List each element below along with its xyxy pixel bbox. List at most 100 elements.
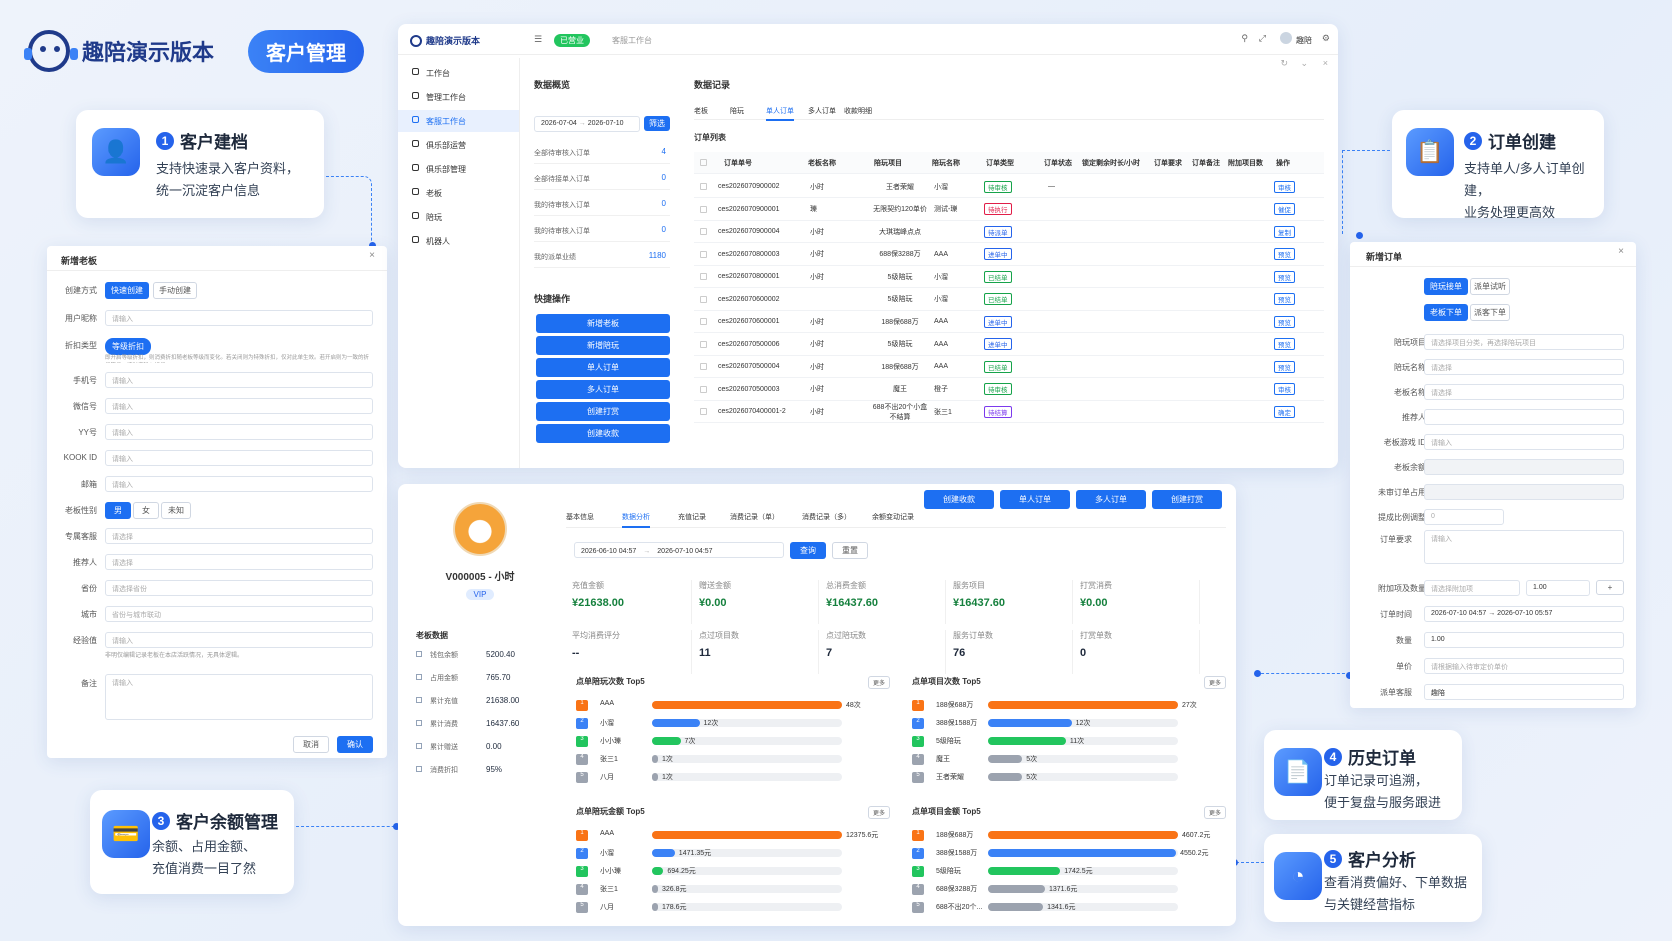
overview-item[interactable]: 全部待接单入订单 0 — [534, 168, 670, 190]
cs-select[interactable]: 请选择 — [105, 528, 373, 544]
exp-input[interactable]: 请输入 — [105, 632, 373, 648]
action-button[interactable]: 多人订单 — [1076, 490, 1146, 509]
extra-select[interactable]: 请选择附加项 — [1424, 580, 1520, 596]
tab-4[interactable]: 消费记录（多） — [802, 514, 851, 521]
sidebar-item[interactable]: 陪玩 — [398, 206, 519, 228]
row-action-button[interactable]: 复制 — [1274, 225, 1295, 238]
search-icon[interactable]: ⚲ — [1241, 33, 1248, 43]
cancel-button[interactable]: 取消 — [293, 736, 329, 753]
quick-button[interactable]: 新增陪玩 — [536, 336, 670, 355]
checkbox[interactable] — [700, 340, 707, 348]
manual-create-button[interactable]: 手动创建 — [153, 282, 197, 299]
checkbox[interactable] — [700, 363, 707, 370]
city-select[interactable]: 省份与城市联动 — [105, 606, 373, 622]
table-row[interactable]: ces2026070500003 小时 魔王 橙子 待审核 审核 — [694, 379, 1324, 401]
order-field[interactable] — [1424, 484, 1624, 500]
sidebar-item[interactable]: 工作台 — [398, 62, 519, 84]
order-field[interactable]: 请输入 — [1424, 434, 1624, 450]
tab-pw-order[interactable]: 陪玩接单 — [1424, 278, 1468, 295]
row-action-button[interactable]: 预览 — [1274, 248, 1295, 260]
table-row[interactable]: ces2026070800003 小时 688保3288万 AAA 进单中 预览 — [694, 244, 1324, 266]
nickname-input[interactable]: 请输入 — [105, 310, 373, 326]
price-input[interactable]: 请根据输入待审定价单价 — [1424, 658, 1624, 674]
gender-unknown[interactable]: 未知 — [161, 502, 191, 519]
wechat-input[interactable]: 请输入 — [105, 398, 373, 414]
tab-trial[interactable]: 派单试听 — [1470, 278, 1510, 295]
quick-button[interactable]: 多人订单 — [536, 380, 670, 399]
sidebar-item[interactable]: 俱乐部管理 — [398, 158, 519, 180]
tab-0[interactable]: 基本信息 — [566, 514, 594, 521]
discount-toggle[interactable]: 等级折扣 — [105, 338, 151, 355]
row-action-button[interactable]: 预览 — [1274, 315, 1295, 328]
phone-input[interactable]: 请输入 — [105, 372, 373, 388]
row-action-button[interactable]: 审核 — [1274, 180, 1295, 193]
checkbox[interactable] — [700, 318, 707, 325]
row-action-button[interactable]: 确定 — [1274, 405, 1295, 418]
row-action-button[interactable]: 预览 — [1274, 270, 1295, 283]
sidebar-item[interactable]: 老板 — [398, 182, 519, 204]
table-row[interactable]: ces2026070500006 小时 5级陪玩 AAA 进单中 预览 — [694, 334, 1324, 356]
confirm-button[interactable]: 确认 — [337, 736, 373, 753]
yy-input[interactable]: 请输入 — [105, 424, 373, 440]
sidebar-item[interactable]: 管理工作台 — [398, 86, 519, 108]
email-input[interactable]: 请输入 — [105, 476, 373, 492]
table-row[interactable]: ces2026070900004 小时 大琪瑞峰点点 待派单 复制 — [694, 221, 1324, 243]
checkbox[interactable] — [700, 385, 707, 393]
action-button[interactable]: 单人订单 — [1000, 490, 1070, 509]
table-row[interactable]: ces2026070900002 小时 王者荣耀 小溜 待审核 — 审核 — [694, 176, 1324, 198]
tab-0[interactable]: 老板 — [694, 108, 708, 115]
action-button[interactable]: 创建打赏 — [1152, 490, 1222, 509]
table-row[interactable]: ces2026070500004 小时 188保688万 AAA 已结单 预览 — [694, 356, 1324, 378]
overview-item[interactable]: 我的待审核入订单 0 — [534, 220, 670, 242]
checkbox[interactable] — [700, 205, 707, 213]
close-icon[interactable]: × — [1322, 58, 1328, 68]
quick-button[interactable]: 创建打赏 — [536, 402, 670, 421]
action-button[interactable]: 创建收款 — [924, 490, 994, 509]
close-icon[interactable]: × — [369, 250, 375, 261]
query-button[interactable]: 查询 — [790, 542, 826, 559]
remark-textarea[interactable]: 请输入 — [105, 674, 373, 720]
quick-button[interactable]: 新增老板 — [536, 314, 670, 333]
tab-2[interactable]: 单人订单 — [766, 106, 794, 121]
tab-5[interactable]: 余额变动记录 — [872, 514, 914, 521]
refresh-icon[interactable]: ↻ — [1280, 58, 1288, 68]
table-row[interactable]: ces2026070600001 小时 188保688万 AAA 进单中 预览 — [694, 311, 1324, 333]
referrer-select[interactable]: 请选择 — [105, 554, 373, 570]
more-button[interactable]: 更多 — [868, 676, 890, 689]
row-action-button[interactable]: 预览 — [1274, 338, 1295, 350]
checkbox[interactable] — [700, 273, 707, 280]
more-button[interactable]: 更多 — [1204, 806, 1226, 819]
qty-input[interactable]: 1.00 — [1424, 632, 1624, 648]
quick-button[interactable]: 单人订单 — [536, 358, 670, 377]
fast-create-button[interactable]: 快速创建 — [105, 282, 149, 299]
order-field[interactable]: 请选择 — [1424, 359, 1624, 375]
order-req-textarea[interactable]: 请输入 — [1424, 530, 1624, 564]
more-button[interactable]: 更多 — [1204, 676, 1226, 689]
kook-input[interactable]: 请输入 — [105, 450, 373, 466]
menu-toggle-icon[interactable]: ☰ — [534, 34, 543, 44]
tab-3[interactable]: 多人订单 — [808, 108, 836, 115]
chevron-down-icon[interactable]: ⌄ — [1300, 58, 1308, 68]
order-field[interactable] — [1424, 409, 1624, 425]
filter-button[interactable]: 筛选 — [644, 116, 670, 131]
quick-button[interactable]: 创建收款 — [536, 424, 670, 443]
table-row[interactable]: ces2026070800001 小时 5级陪玩 小溜 已结单 预览 — [694, 266, 1324, 288]
order-field[interactable] — [1424, 459, 1624, 475]
avatar[interactable] — [1280, 32, 1292, 44]
checkbox[interactable] — [700, 250, 707, 258]
sidebar-item[interactable]: 客服工作台 — [398, 110, 519, 132]
gear-icon[interactable]: ⚙ — [1321, 33, 1330, 43]
overview-item[interactable]: 我的派单业绩 1180 — [534, 246, 670, 268]
checkbox[interactable] — [700, 159, 707, 166]
tab-1[interactable]: 陪玩 — [730, 108, 744, 115]
more-button[interactable]: 更多 — [868, 806, 890, 819]
province-select[interactable]: 请选择省份 — [105, 580, 373, 596]
tab-boss-order[interactable]: 老板下单 — [1424, 304, 1468, 321]
row-action-button[interactable]: 预览 — [1274, 360, 1295, 373]
checkbox[interactable] — [700, 408, 707, 415]
fullscreen-icon[interactable]: ⤢ — [1258, 33, 1266, 43]
analysis-date-range[interactable]: 2026-06-10 04:57 → 2026-07-10 04:57 — [574, 542, 784, 558]
extra-qty[interactable]: 1.00 — [1526, 580, 1590, 596]
checkbox[interactable] — [700, 295, 707, 303]
gender-male[interactable]: 男 — [105, 502, 131, 519]
